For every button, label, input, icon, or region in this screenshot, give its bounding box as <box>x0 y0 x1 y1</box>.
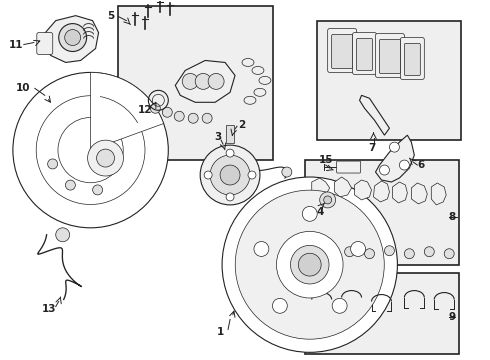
Circle shape <box>310 247 319 257</box>
Wedge shape <box>91 72 164 150</box>
Circle shape <box>390 142 399 152</box>
Text: 14: 14 <box>245 180 259 190</box>
Polygon shape <box>335 177 352 197</box>
Circle shape <box>248 171 256 179</box>
Circle shape <box>150 103 160 113</box>
Circle shape <box>404 249 415 259</box>
Text: 6: 6 <box>417 160 425 170</box>
Circle shape <box>319 192 336 208</box>
Circle shape <box>324 196 332 204</box>
Circle shape <box>188 113 198 123</box>
Polygon shape <box>175 60 235 102</box>
Polygon shape <box>43 15 98 62</box>
Circle shape <box>220 165 240 185</box>
Circle shape <box>48 159 58 169</box>
Circle shape <box>59 24 87 51</box>
Circle shape <box>332 298 347 313</box>
Circle shape <box>13 72 168 228</box>
Bar <box>305 273 459 354</box>
FancyBboxPatch shape <box>328 28 357 72</box>
FancyBboxPatch shape <box>337 161 361 173</box>
Circle shape <box>226 193 234 201</box>
Polygon shape <box>312 178 330 197</box>
Circle shape <box>272 298 287 313</box>
Circle shape <box>351 242 366 256</box>
Circle shape <box>344 247 355 257</box>
Circle shape <box>282 167 292 177</box>
FancyBboxPatch shape <box>357 39 372 71</box>
Text: 8: 8 <box>448 212 456 222</box>
Polygon shape <box>355 180 371 200</box>
Circle shape <box>88 140 123 176</box>
Circle shape <box>254 242 269 256</box>
FancyBboxPatch shape <box>400 37 424 80</box>
Polygon shape <box>375 135 415 182</box>
Text: 10: 10 <box>16 84 30 93</box>
Circle shape <box>399 160 409 170</box>
Circle shape <box>65 30 81 45</box>
Bar <box>317 21 461 140</box>
Circle shape <box>379 165 390 175</box>
Circle shape <box>66 180 75 190</box>
Text: 1: 1 <box>217 327 224 337</box>
FancyBboxPatch shape <box>353 32 376 75</box>
Polygon shape <box>431 183 446 205</box>
Circle shape <box>225 170 235 180</box>
Text: 13: 13 <box>42 305 56 315</box>
Circle shape <box>202 113 212 123</box>
Circle shape <box>195 73 211 89</box>
Circle shape <box>200 145 260 205</box>
Circle shape <box>298 253 321 276</box>
Circle shape <box>208 73 224 89</box>
Polygon shape <box>360 95 390 135</box>
Circle shape <box>174 111 184 121</box>
Bar <box>226 125 234 143</box>
Circle shape <box>56 228 70 242</box>
Text: 9: 9 <box>449 312 456 323</box>
Text: 15: 15 <box>318 155 333 165</box>
Circle shape <box>204 171 212 179</box>
Bar <box>305 160 459 265</box>
Circle shape <box>302 206 317 221</box>
Circle shape <box>325 250 335 260</box>
Text: 4: 4 <box>316 207 323 217</box>
Circle shape <box>222 177 397 352</box>
Circle shape <box>210 155 250 195</box>
Bar <box>119 6 273 160</box>
Text: 12: 12 <box>138 105 153 115</box>
FancyBboxPatch shape <box>37 32 53 54</box>
Text: 3: 3 <box>215 132 222 142</box>
Circle shape <box>276 231 343 298</box>
FancyBboxPatch shape <box>404 44 420 75</box>
Circle shape <box>182 73 198 89</box>
Polygon shape <box>373 181 390 202</box>
Circle shape <box>93 185 102 195</box>
Circle shape <box>235 190 384 339</box>
Text: 7: 7 <box>368 143 375 153</box>
Polygon shape <box>392 182 407 203</box>
Polygon shape <box>412 183 427 204</box>
Circle shape <box>97 149 115 167</box>
Circle shape <box>291 246 329 284</box>
Text: 5: 5 <box>107 11 114 21</box>
Circle shape <box>385 246 394 256</box>
Circle shape <box>444 249 454 259</box>
Text: 11: 11 <box>9 40 23 50</box>
Circle shape <box>424 247 434 257</box>
Circle shape <box>365 249 374 259</box>
FancyBboxPatch shape <box>332 35 353 68</box>
FancyBboxPatch shape <box>379 40 400 73</box>
Circle shape <box>162 107 172 117</box>
Text: 2: 2 <box>239 120 245 130</box>
Circle shape <box>226 149 234 157</box>
FancyBboxPatch shape <box>375 33 404 77</box>
